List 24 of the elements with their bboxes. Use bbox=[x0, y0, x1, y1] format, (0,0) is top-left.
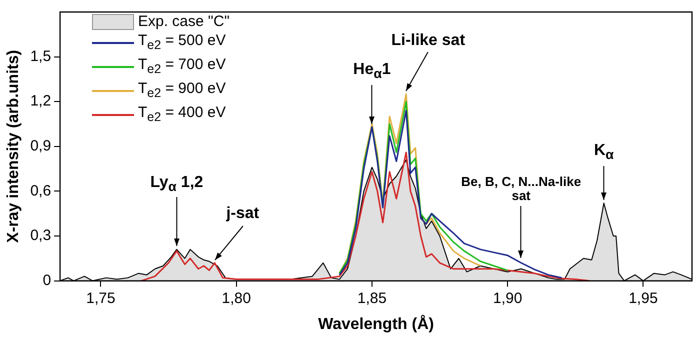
y-tick-label: 1,5 bbox=[30, 48, 52, 65]
annotation: Be, B, C, N...Na-like sat bbox=[461, 174, 582, 204]
legend-label: Exp. case "C" bbox=[138, 12, 230, 31]
x-tick-label: 1,75 bbox=[86, 290, 116, 307]
y-tick-label: 0,3 bbox=[30, 227, 52, 244]
y-tick-label: 0 bbox=[42, 272, 52, 289]
annotation: K$_{α}$ bbox=[592, 142, 615, 164]
legend-label: T$_{e2}$ = 700 eV bbox=[138, 55, 226, 78]
y-tick-label: 1,2 bbox=[30, 92, 52, 110]
x-tick-label: 1,95 bbox=[628, 290, 658, 307]
x-tick-label: 1,85 bbox=[357, 290, 387, 307]
y-tick-label: 0,6 bbox=[30, 182, 52, 200]
legend-label: T$_{e2}$ = 400 eV bbox=[138, 103, 226, 126]
y-axis-title: X-ray intensity (arb.units) bbox=[5, 50, 22, 243]
annotation: Li-like sat bbox=[390, 32, 466, 50]
annotation: j-sat bbox=[225, 205, 260, 223]
legend-label: T$_{e2}$ = 500 eV bbox=[138, 31, 226, 54]
x-tick-label: 1,80 bbox=[222, 290, 251, 307]
x-axis-title: Wavelength (Å) bbox=[318, 314, 434, 333]
annotation: Ly$_{α}$ 1,2 bbox=[149, 174, 204, 194]
y-tick-label: 0,9 bbox=[30, 138, 52, 155]
x-tick-label: 1,90 bbox=[492, 290, 522, 307]
annotation: He$_{α}$1 bbox=[352, 61, 392, 82]
legend-label: T$_{e2}$ = 900 eV bbox=[138, 79, 226, 102]
